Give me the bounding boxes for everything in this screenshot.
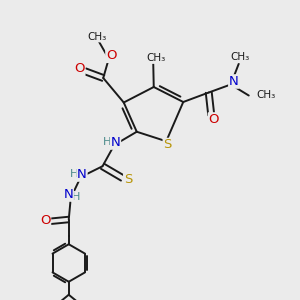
Text: O: O	[40, 214, 50, 227]
Text: O: O	[74, 62, 85, 75]
Text: H: H	[70, 169, 79, 179]
Text: S: S	[163, 139, 172, 152]
Text: CH₃: CH₃	[230, 52, 250, 62]
Text: S: S	[124, 173, 132, 186]
Text: O: O	[208, 113, 219, 126]
Text: CH₃: CH₃	[146, 53, 165, 63]
Text: CH₃: CH₃	[87, 32, 106, 42]
Text: N: N	[63, 188, 73, 201]
Text: H: H	[72, 192, 80, 202]
Text: N: N	[77, 168, 87, 181]
Text: N: N	[111, 136, 120, 149]
Text: N: N	[229, 75, 238, 88]
Text: CH₃: CH₃	[257, 91, 276, 100]
Text: H: H	[103, 137, 111, 147]
Text: O: O	[106, 49, 116, 62]
